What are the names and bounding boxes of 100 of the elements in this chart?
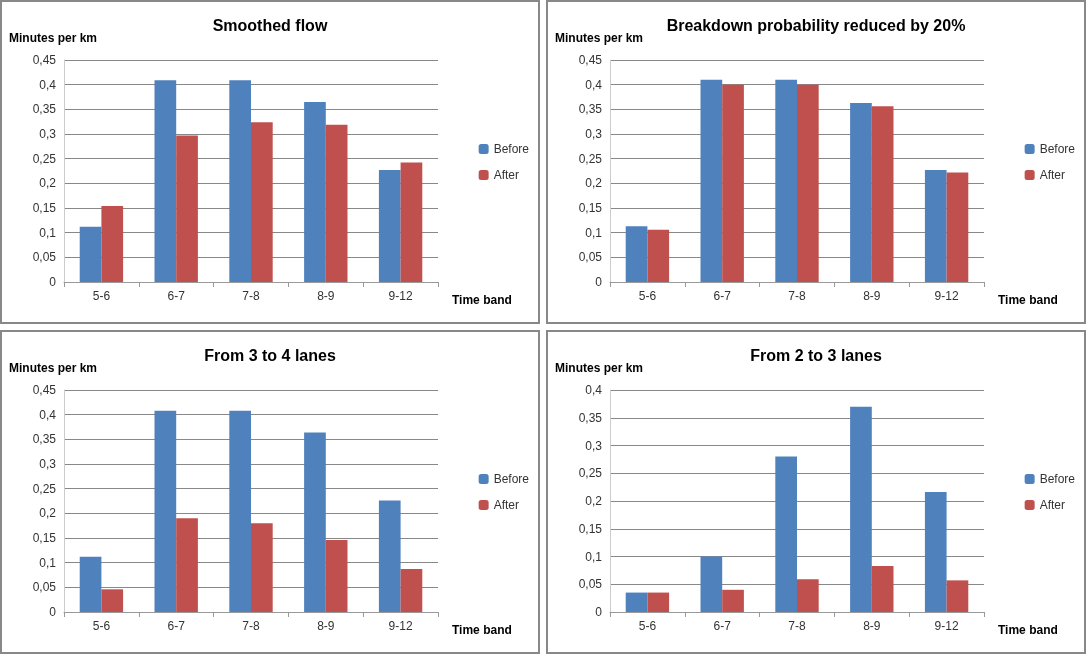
y-tick-label: 0 bbox=[49, 605, 57, 619]
x-tick-label: 9-12 bbox=[934, 289, 959, 303]
bar bbox=[647, 592, 670, 612]
y-tick-label: 0,35 bbox=[578, 102, 603, 117]
y-tick-label: 0,45 bbox=[32, 53, 57, 67]
y-tick-label: 0,2 bbox=[39, 176, 57, 191]
bar bbox=[101, 589, 124, 612]
bar bbox=[176, 518, 198, 612]
y-axis-title: Minutes per km bbox=[555, 31, 644, 45]
x-tick-label: 8-9 bbox=[317, 619, 335, 633]
x-axis-title: Time band bbox=[452, 293, 512, 307]
y-tick-label: 0,2 bbox=[39, 506, 57, 521]
legend-label: Before bbox=[493, 472, 530, 486]
chart-title: From 3 to 4 lanes bbox=[204, 346, 336, 364]
y-tick-label: 0,1 bbox=[585, 549, 603, 564]
y-tick-label: 0,3 bbox=[585, 438, 603, 453]
x-axis-title: Time band bbox=[998, 293, 1058, 307]
bar bbox=[850, 406, 872, 612]
bar bbox=[924, 492, 947, 612]
y-tick-label: 0,15 bbox=[578, 201, 603, 215]
legend-label: Before bbox=[1039, 142, 1076, 156]
bar bbox=[79, 556, 102, 612]
y-tick-label: 0,15 bbox=[578, 521, 603, 536]
x-tick-label: 7-8 bbox=[788, 289, 806, 303]
y-tick-label: 0,35 bbox=[32, 432, 57, 447]
y-tick-label: 0,45 bbox=[578, 53, 603, 67]
x-tick-label: 6-7 bbox=[713, 289, 732, 303]
bar bbox=[229, 410, 251, 612]
x-tick-label: 9-12 bbox=[388, 619, 413, 633]
legend-label: Before bbox=[1039, 472, 1076, 486]
bar bbox=[625, 592, 648, 612]
y-tick-label: 0 bbox=[595, 605, 603, 619]
bar bbox=[775, 456, 797, 612]
bar bbox=[79, 226, 102, 282]
y-tick-label: 0,3 bbox=[585, 127, 603, 141]
y-axis-title: Minutes per km bbox=[9, 361, 98, 375]
y-tick-label: 0 bbox=[595, 275, 603, 289]
bar bbox=[378, 500, 401, 612]
chart-title: Smoothed flow bbox=[212, 16, 328, 34]
x-tick-label: 6-7 bbox=[713, 619, 732, 633]
chart-title: From 2 to 3 lanes bbox=[750, 346, 882, 364]
bar bbox=[871, 565, 894, 612]
y-axis-title: Minutes per km bbox=[555, 361, 644, 375]
x-tick-label: 5-6 bbox=[638, 289, 657, 303]
x-tick-label: 5-6 bbox=[92, 619, 111, 633]
y-tick-label: 0 bbox=[49, 275, 57, 289]
bar bbox=[797, 84, 819, 282]
bar bbox=[154, 80, 177, 282]
x-tick-label: 6-7 bbox=[167, 619, 186, 633]
x-tick-label: 6-7 bbox=[167, 289, 186, 303]
y-tick-label: 0,25 bbox=[32, 481, 57, 496]
x-tick-label: 5-6 bbox=[638, 619, 657, 633]
bar bbox=[251, 523, 273, 612]
bar bbox=[625, 226, 648, 282]
bar bbox=[924, 170, 947, 282]
y-tick-label: 0,05 bbox=[578, 250, 603, 265]
bar bbox=[154, 410, 177, 612]
x-tick-label: 5-6 bbox=[92, 289, 111, 303]
bar bbox=[775, 79, 797, 282]
x-tick-label: 7-8 bbox=[788, 619, 806, 633]
bar bbox=[400, 162, 423, 282]
x-tick-label: 7-8 bbox=[242, 289, 260, 303]
y-tick-label: 0,25 bbox=[578, 466, 603, 481]
bar bbox=[251, 122, 273, 282]
bar bbox=[101, 206, 124, 282]
bar bbox=[304, 101, 326, 282]
y-tick-label: 0,1 bbox=[39, 555, 57, 570]
y-tick-label: 0,15 bbox=[32, 201, 57, 215]
y-tick-label: 0,45 bbox=[32, 383, 57, 397]
x-tick-label: 8-9 bbox=[863, 289, 881, 303]
y-tick-label: 0,3 bbox=[39, 457, 57, 471]
x-tick-label: 9-12 bbox=[934, 619, 959, 633]
bar bbox=[176, 135, 198, 282]
y-tick-label: 0,05 bbox=[578, 577, 603, 592]
x-tick-label: 8-9 bbox=[317, 289, 335, 303]
bar bbox=[797, 579, 819, 612]
bar bbox=[700, 556, 723, 612]
y-tick-label: 0,35 bbox=[32, 102, 57, 117]
legend-label: Before bbox=[493, 142, 530, 156]
y-axis-title: Minutes per km bbox=[9, 31, 98, 45]
y-tick-label: 0,25 bbox=[578, 151, 603, 166]
bar bbox=[871, 106, 894, 282]
bar bbox=[946, 580, 969, 612]
y-tick-label: 0,1 bbox=[585, 225, 603, 240]
y-tick-label: 0,2 bbox=[585, 494, 603, 508]
x-axis-title: Time band bbox=[998, 623, 1058, 637]
bar bbox=[229, 80, 251, 282]
bar bbox=[378, 170, 401, 282]
bar bbox=[325, 124, 348, 282]
x-axis-title: Time band bbox=[452, 623, 512, 637]
bar bbox=[325, 539, 348, 612]
bar bbox=[304, 432, 326, 612]
y-tick-label: 0,4 bbox=[585, 77, 603, 92]
y-tick-label: 0,15 bbox=[32, 531, 57, 545]
bar bbox=[722, 589, 744, 612]
y-tick-label: 0,25 bbox=[32, 151, 57, 166]
y-tick-label: 0,4 bbox=[39, 77, 57, 92]
y-tick-label: 0,1 bbox=[39, 225, 57, 240]
bar bbox=[647, 229, 670, 282]
y-tick-label: 0,4 bbox=[39, 407, 57, 422]
